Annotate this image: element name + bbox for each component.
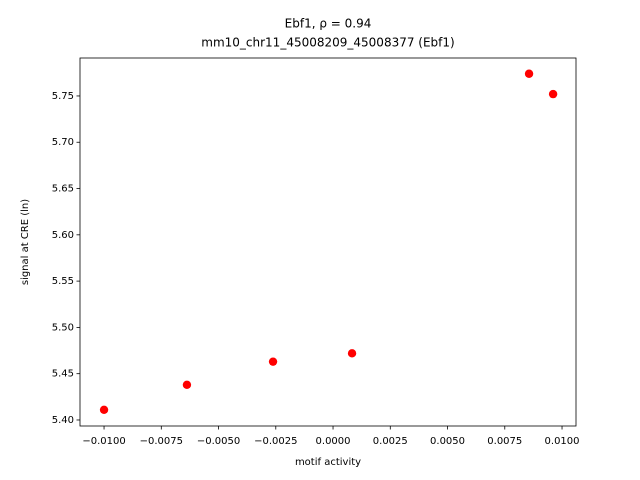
x-tick-label: 0.0075 [487,436,522,447]
y-tick-label: 5.40 [52,415,74,426]
point [524,69,534,78]
x-tick-label: −0.0050 [197,436,240,447]
point [99,405,109,414]
y-tick-label: 5.55 [52,276,74,287]
x-tick-label: 0.0050 [430,436,465,447]
point [268,357,278,366]
plot-frame [79,57,577,427]
point [548,89,558,99]
point [182,380,192,390]
y-tick-label: 5.70 [52,137,74,148]
x-tick-label: 0.0000 [316,436,351,447]
x-tick-label: 0.0100 [545,436,580,447]
x-axis-label: motif activity [295,457,361,468]
chart-title: Ebf1, ρ = 0.94 [285,17,372,31]
y-tick-label: 5.45 [52,369,74,380]
x-tick-label: −0.0025 [254,436,297,447]
x-tick-label: 0.0025 [373,436,408,447]
y-axis-label: signal at CRE (ln) [20,199,31,285]
y-tick-label: 5.50 [52,322,74,333]
y-tick-label: 5.60 [52,230,74,241]
x-tick-label: −0.0100 [82,436,125,447]
y-tick-label: 5.75 [52,91,74,102]
point [347,349,357,358]
y-tick-label: 5.65 [52,184,74,195]
chart-subtitle: mm10_chr11_45008209_45008377 (Ebf1) [201,36,454,50]
x-tick-label: −0.0075 [140,436,183,447]
